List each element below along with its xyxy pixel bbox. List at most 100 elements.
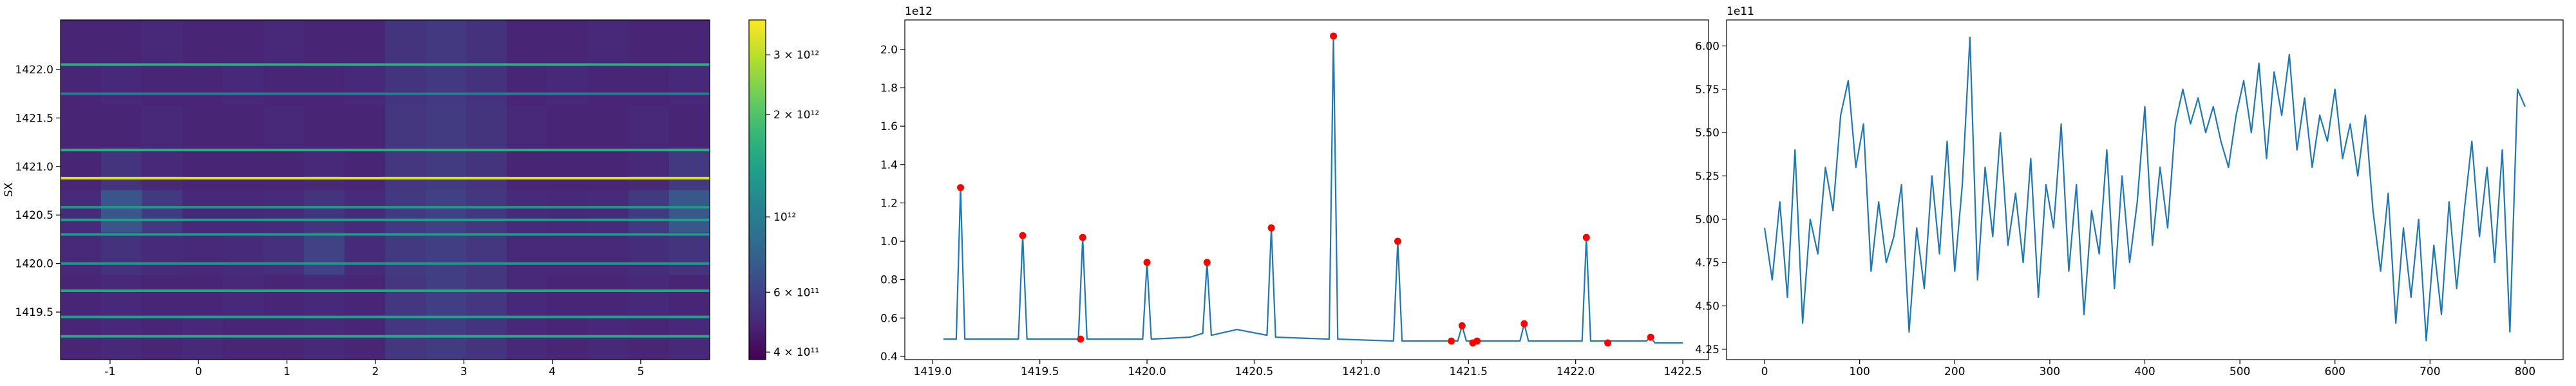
heatmap-cell	[223, 62, 264, 106]
heatmap-cell	[466, 147, 507, 190]
heatmap-cell	[101, 105, 142, 148]
heatmap-cell	[426, 20, 467, 63]
x-tick-label: 300	[2040, 365, 2060, 378]
heatmap-cell	[426, 105, 467, 148]
heatmap-cell	[466, 232, 507, 275]
heatmap-cell	[61, 275, 102, 318]
heatmap-cell	[547, 105, 589, 148]
y-tick-label: 2.0	[880, 44, 898, 57]
heatmap-cell	[629, 232, 670, 275]
x-tick-label: 5	[637, 365, 644, 378]
heatmap-cell	[385, 275, 426, 318]
x-tick-label: 1419.0	[914, 365, 952, 378]
x-tick-label: 1421.0	[1342, 365, 1380, 378]
heatmap-cell	[547, 20, 589, 63]
heatmap-cell	[61, 105, 102, 148]
heatmap-cell	[507, 275, 548, 318]
x-tick-label: 800	[2515, 365, 2535, 378]
x-tick-label: 2	[372, 365, 379, 378]
heatmap-cell	[588, 275, 629, 318]
y-tick-label: 4.50	[1695, 300, 1719, 313]
x-tick-label: 500	[2230, 365, 2250, 378]
heatmap-cell	[263, 275, 305, 318]
y-tick-label: 5.25	[1695, 170, 1719, 183]
x-tick-label: 3	[460, 365, 468, 378]
heatmap-cell	[304, 62, 345, 106]
heatmap-cell	[182, 62, 223, 106]
heatmap-cell	[426, 147, 467, 190]
heatmap-cell	[142, 317, 183, 360]
heatmap-cell	[507, 62, 548, 106]
heatmap-cell	[263, 105, 305, 148]
heatmap-cell	[263, 317, 305, 360]
heatmap-cell	[588, 147, 629, 190]
axes-frame	[904, 19, 1709, 360]
y-tick-label: 1421.0	[15, 161, 53, 174]
heatmap-cell	[182, 275, 223, 318]
heatmap-cell	[61, 20, 102, 63]
heatmap-cell	[426, 232, 467, 275]
heatmap-cell	[629, 190, 670, 233]
peak-marker	[1143, 259, 1151, 266]
peak-marker	[1647, 333, 1654, 341]
heatmap-line	[61, 176, 710, 179]
heatmap-cell	[304, 105, 345, 148]
heatmap-cell	[101, 275, 142, 318]
heatmap-cell	[588, 232, 629, 275]
x-tick-label: 1420.0	[1128, 365, 1166, 378]
heatmap-cell	[507, 232, 548, 275]
heatmap-cell	[588, 20, 629, 63]
heatmap-cell	[345, 232, 386, 275]
heatmap-cell	[61, 317, 102, 360]
heatmap-cell	[629, 62, 670, 106]
y-tick-label: 1421.5	[15, 112, 53, 125]
heatmap-cell	[588, 190, 629, 233]
colorbar-tick-label: 6 × 10¹¹	[773, 286, 819, 299]
heatmap-line	[61, 63, 710, 66]
heatmap-cell	[669, 232, 710, 275]
peak-marker	[1330, 32, 1338, 40]
peak-marker	[1473, 337, 1481, 345]
heatmap-cell	[629, 317, 670, 360]
heatmap-cell	[588, 105, 629, 148]
heatmap-cell	[507, 317, 548, 360]
heatmap-cell	[629, 20, 670, 63]
heatmap-cell	[507, 190, 548, 233]
heatmap-cell	[223, 105, 264, 148]
x-tick-label: 1420.5	[1235, 365, 1273, 378]
heatmap-cell	[507, 105, 548, 148]
heatmap-cell	[547, 62, 589, 106]
heatmap-cell	[466, 275, 507, 318]
heatmap-cell	[669, 275, 710, 318]
heatmap-cell	[142, 232, 183, 275]
x-tick-label: 1	[283, 365, 290, 378]
x-tick-label: 600	[2325, 365, 2345, 378]
heatmap-line	[61, 233, 710, 236]
x-tick-label: -1	[104, 365, 115, 378]
heatmap-line	[61, 335, 710, 338]
heatmap-line	[61, 206, 710, 209]
heatmap-cell	[223, 317, 264, 360]
y-tick-label: 1.6	[880, 120, 898, 133]
heatmap-cell	[345, 62, 386, 106]
heatmap-cell	[61, 190, 102, 233]
heatmap-cell	[142, 20, 183, 63]
heatmap-cell	[426, 317, 467, 360]
heatmap-cell	[629, 275, 670, 318]
peak-marker	[1203, 259, 1211, 266]
heatmap-line	[61, 262, 710, 265]
heatmap-cell	[547, 275, 589, 318]
x-tick-label: 4	[549, 365, 556, 378]
heatmap-cell	[182, 20, 223, 63]
heatmap-cell	[263, 232, 305, 275]
peak-marker	[1448, 337, 1455, 345]
heatmap-cell	[182, 317, 223, 360]
x-tick-label: 1422.0	[1557, 365, 1595, 378]
x-tick-label: 1421.5	[1450, 365, 1488, 378]
heatmap-cell	[426, 190, 467, 233]
heatmap-cell	[304, 232, 345, 275]
y-tick-label: 1.2	[880, 197, 898, 210]
heatmap-cell	[385, 147, 426, 190]
heatmap-cell	[426, 275, 467, 318]
